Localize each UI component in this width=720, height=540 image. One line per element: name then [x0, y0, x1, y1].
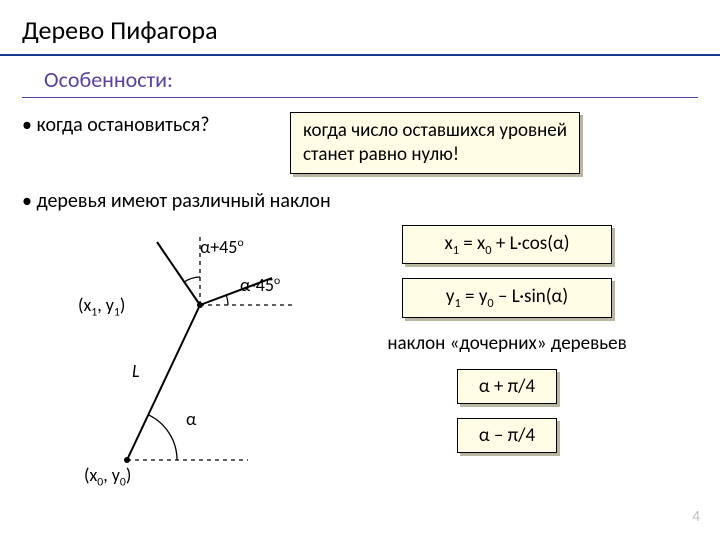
bullet-stop-question: когда остановиться?	[22, 112, 272, 139]
formula-x1: x1 = x0 + L·cos(α)	[402, 225, 612, 265]
lower-area: α+45o α-45o (x1, y1) L α (x0, y0) x1 = x…	[22, 225, 698, 525]
row-stop-condition: когда остановиться? когда число оставших…	[22, 112, 698, 174]
slide-title: Дерево Пифагора	[0, 0, 720, 56]
formula-y1: y1 = y0 – L·sin(α)	[402, 278, 612, 318]
label-alpha-plus45: α+45o	[200, 236, 244, 258]
label-alpha-minus45: α-45o	[240, 274, 280, 296]
callout-line1: когда число оставшихся уровней	[303, 119, 567, 142]
label-point-x1y1: (x1, y1)	[78, 294, 125, 320]
callout-line2: станет равно нулю!	[303, 143, 459, 166]
formula-alpha-plus: α + π/4	[457, 369, 557, 404]
callout-stop-answer: когда число оставшихся уровней станет ра…	[290, 112, 580, 174]
bullet-slope: деревья имеют различный наклон	[22, 188, 698, 215]
slide-subtitle: Особенности:	[22, 56, 698, 98]
formula-alpha-minus: α – π/4	[457, 418, 557, 453]
label-alpha: α	[186, 408, 196, 430]
label-L: L	[132, 360, 140, 382]
label-point-x0y0: (x0, y0)	[84, 464, 131, 490]
content-area: когда остановиться? когда число оставших…	[0, 98, 720, 525]
tree-diagram: α+45o α-45o (x1, y1) L α (x0, y0)	[82, 230, 302, 490]
diagram-svg	[82, 230, 302, 490]
formulas-column: x1 = x0 + L·cos(α) y1 = y0 – L·sin(α) на…	[342, 225, 672, 468]
page-number: 4	[692, 508, 700, 526]
child-slope-label: наклон «дочерних» деревьев	[342, 332, 672, 355]
